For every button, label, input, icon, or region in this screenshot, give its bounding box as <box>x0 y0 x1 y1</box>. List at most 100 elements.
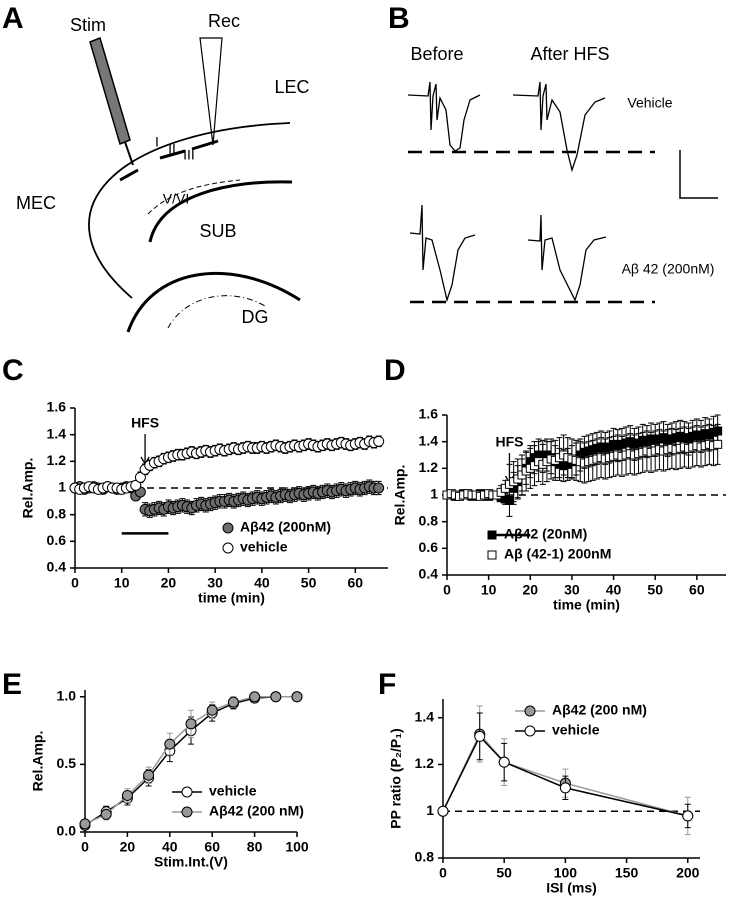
y-tick-label: 1.4 <box>415 708 435 724</box>
y-tick-label: 0.6 <box>47 532 67 548</box>
y-tick-label: 1.4 <box>47 425 67 441</box>
legend-label: Aβ42 (200nM) <box>240 519 331 535</box>
dg-border <box>167 295 266 329</box>
traces <box>407 81 718 304</box>
row-label: Vehicle <box>627 95 672 111</box>
lec-label: LEC <box>274 77 309 97</box>
layer-label: V/VI <box>163 191 189 207</box>
legend-marker <box>181 806 193 818</box>
sub-border <box>148 180 293 243</box>
slice-diagram <box>88 36 301 333</box>
x-tick-label: 60 <box>348 575 364 591</box>
marker <box>291 691 303 703</box>
x-tick-label: 0 <box>71 575 79 591</box>
y-tick-label: 0.0 <box>57 823 77 839</box>
panel-label: D <box>384 354 406 387</box>
y-tick-label: 0.6 <box>419 539 439 555</box>
baseline-dash <box>408 150 655 304</box>
marker <box>100 808 112 820</box>
x-tick-label: 50 <box>496 865 512 881</box>
sub-label: SUB <box>199 221 236 241</box>
annotation: HFS <box>131 415 159 431</box>
layer-label: III <box>183 147 195 163</box>
trace <box>409 204 476 303</box>
legend-label: Aβ42 (200 nM) <box>209 803 304 819</box>
x-axis-title: Stim.Int.(V) <box>154 854 228 870</box>
x-tick-label: 20 <box>120 839 136 855</box>
x-tick-label: 0 <box>81 839 89 855</box>
x-tick-label: 30 <box>207 575 223 591</box>
y-tick-label: 1.6 <box>47 399 67 415</box>
row-label: Aβ 42 (200nM) <box>622 261 715 277</box>
legend-marker <box>524 705 536 717</box>
trace <box>527 214 607 302</box>
panel-label: E <box>2 668 22 701</box>
layer-label: II <box>168 141 176 157</box>
y-tick-label: 1.2 <box>419 459 439 475</box>
y-tick-label: 1 <box>426 802 434 818</box>
marker <box>713 439 723 449</box>
x-tick-label: 40 <box>606 582 622 598</box>
marker <box>227 696 239 708</box>
x-tick-label: 100 <box>554 865 578 881</box>
rec-label: Rec <box>208 11 240 31</box>
y-tick-label: 0.8 <box>415 849 435 865</box>
annotation: HFS <box>495 434 523 450</box>
x-tick-label: 50 <box>301 575 317 591</box>
marker <box>498 756 510 768</box>
x-tick-label: 20 <box>161 575 177 591</box>
y-tick-label: 1.2 <box>47 452 67 468</box>
marker <box>130 479 142 491</box>
trace <box>512 81 606 173</box>
marker <box>270 691 282 703</box>
x-tick-label: 100 <box>285 839 309 855</box>
y-tick-label: 1 <box>58 479 66 495</box>
deep-layer <box>147 179 241 215</box>
x-tick-label: 30 <box>564 582 580 598</box>
marker <box>474 730 486 742</box>
x-axis-title: time (min) <box>198 590 265 606</box>
x-tick-label: 200 <box>676 865 700 881</box>
legend-label: Aβ42 (200 nM) <box>552 702 647 718</box>
y-tick-label: 1.4 <box>419 432 439 448</box>
outer-layer <box>88 122 291 299</box>
y-axis-title: Rel.Amp. <box>20 458 36 519</box>
x-tick-label: 20 <box>522 582 538 598</box>
legend-label: vehicle <box>240 539 288 555</box>
panel-label: F <box>378 668 396 701</box>
legend-label: vehicle <box>209 783 257 799</box>
x-tick-label: 10 <box>114 575 130 591</box>
marker <box>164 738 176 750</box>
legend-marker <box>222 542 234 554</box>
legend-marker <box>181 786 193 798</box>
marker <box>373 482 385 494</box>
y-tick-label: 0.4 <box>47 559 67 575</box>
stim-electrode <box>89 36 131 146</box>
legend-label: vehicle <box>552 722 600 738</box>
marker <box>437 805 449 817</box>
legend-marker <box>487 550 497 560</box>
marker <box>682 810 694 822</box>
marker <box>143 769 155 781</box>
y-tick-label: 1.6 <box>419 406 439 422</box>
legend-marker <box>487 530 497 540</box>
x-tick-label: 40 <box>162 839 178 855</box>
legend-label: Aβ (42-1) 200nM <box>504 546 611 562</box>
panel-label: C <box>2 354 24 387</box>
marker <box>79 818 91 830</box>
trace <box>407 81 481 152</box>
x-tick-label: 10 <box>481 582 497 598</box>
marker <box>185 718 197 730</box>
x-tick-label: 150 <box>615 865 639 881</box>
marker <box>249 691 261 703</box>
x-axis-title: time (min) <box>553 597 620 613</box>
y-tick-label: 1.0 <box>57 687 77 703</box>
y-tick-label: 0.8 <box>419 512 439 528</box>
y-tick-label: 0.5 <box>57 755 77 771</box>
stim-label: Stim <box>70 15 106 35</box>
x-tick-label: 0 <box>439 865 447 881</box>
superficial-layers <box>119 139 219 182</box>
marker <box>373 435 385 447</box>
column-label: Before <box>410 44 463 64</box>
y-axis-title: Rel.Amp. <box>30 731 46 792</box>
